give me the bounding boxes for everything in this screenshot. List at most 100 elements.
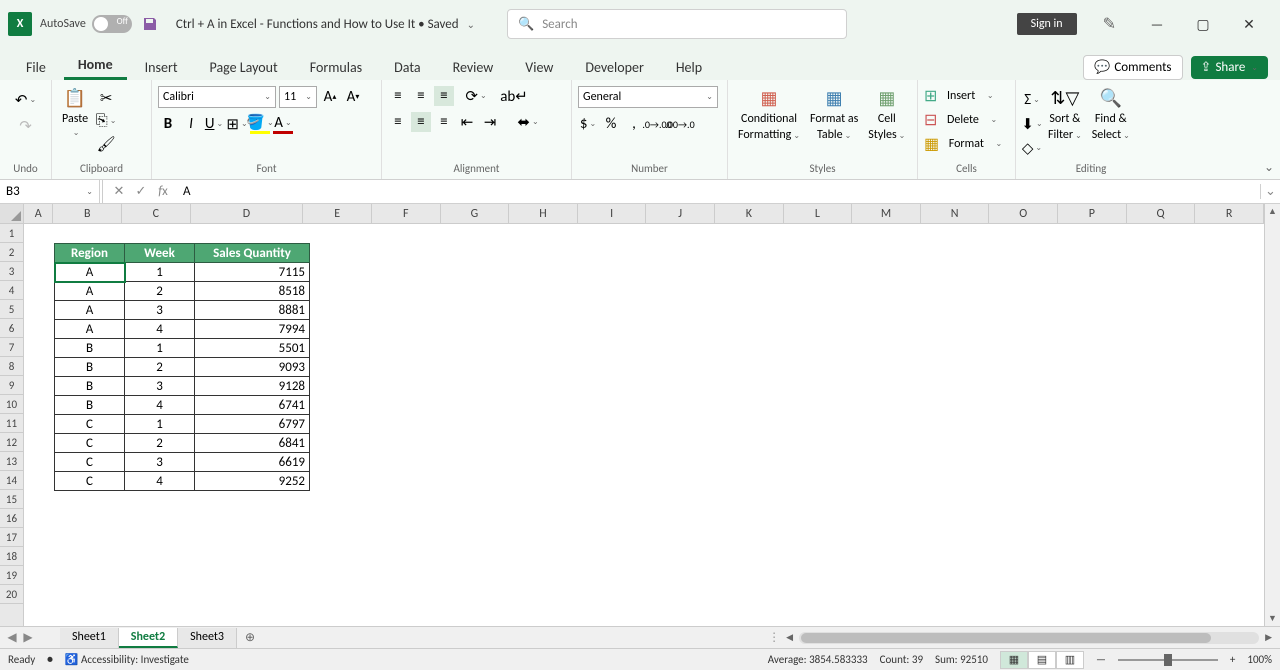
column-header[interactable]: B bbox=[53, 204, 122, 223]
italic-button[interactable]: I bbox=[181, 114, 201, 134]
row-header[interactable]: 2 bbox=[0, 243, 23, 262]
sort-filter-button[interactable]: ⇅▽ Sort & Filter⌄ bbox=[1044, 86, 1086, 142]
table-cell[interactable]: 5501 bbox=[195, 339, 310, 358]
table-cell[interactable]: C bbox=[55, 472, 125, 491]
table-cell[interactable]: 2 bbox=[125, 282, 195, 301]
table-cell[interactable]: B bbox=[55, 339, 125, 358]
name-box[interactable]: B3⌄ bbox=[0, 180, 100, 203]
column-header[interactable]: N bbox=[921, 204, 990, 223]
minimize-button[interactable]: — bbox=[1134, 8, 1180, 40]
share-button[interactable]: ⇪ Share ⌄ bbox=[1191, 56, 1268, 79]
tab-view[interactable]: View bbox=[511, 53, 567, 80]
row-header[interactable]: 1 bbox=[0, 224, 23, 243]
table-cell[interactable]: 9128 bbox=[195, 377, 310, 396]
table-cell[interactable]: 8881 bbox=[195, 301, 310, 320]
table-cell[interactable]: 1 bbox=[125, 415, 195, 434]
format-cells-button[interactable]: ▦ Format ⌄ bbox=[924, 134, 1002, 154]
undo-button[interactable]: ↶⌄ bbox=[16, 90, 36, 110]
hscroll-handle-icon[interactable]: ⋮ bbox=[768, 630, 780, 645]
clear-button[interactable]: ◇⌄ bbox=[1022, 138, 1042, 158]
table-cell[interactable]: 6619 bbox=[195, 453, 310, 472]
scroll-up-icon[interactable]: ▲ bbox=[1266, 204, 1279, 219]
table-cell[interactable]: 2 bbox=[125, 358, 195, 377]
zoom-out-button[interactable]: — bbox=[1096, 653, 1106, 666]
column-header[interactable]: F bbox=[372, 204, 441, 223]
signin-button[interactable]: Sign in bbox=[1017, 13, 1077, 35]
tab-data[interactable]: Data bbox=[380, 53, 434, 80]
tab-review[interactable]: Review bbox=[439, 53, 508, 80]
column-header[interactable]: M bbox=[852, 204, 921, 223]
table-cell[interactable]: 7994 bbox=[195, 320, 310, 339]
column-header[interactable]: L bbox=[784, 204, 853, 223]
increase-decimal-button[interactable]: .0→.00 bbox=[647, 114, 667, 134]
row-header[interactable]: 9 bbox=[0, 376, 23, 395]
scroll-down-icon[interactable]: ▼ bbox=[1266, 611, 1279, 626]
fill-color-button[interactable]: 🪣⌄ bbox=[250, 114, 270, 134]
sheet-nav-next-button[interactable]: ▶ bbox=[23, 630, 32, 645]
row-header[interactable]: 15 bbox=[0, 490, 23, 509]
hscroll-left-button[interactable]: ◀ bbox=[784, 630, 795, 645]
row-header[interactable]: 19 bbox=[0, 566, 23, 585]
sheet-tab[interactable]: Sheet2 bbox=[119, 628, 178, 648]
row-header[interactable]: 16 bbox=[0, 509, 23, 528]
row-header[interactable]: 11 bbox=[0, 414, 23, 433]
close-button[interactable]: ✕ bbox=[1226, 8, 1272, 40]
tab-home[interactable]: Home bbox=[64, 50, 127, 80]
table-cell[interactable]: 4 bbox=[125, 396, 195, 415]
column-header[interactable]: H bbox=[509, 204, 578, 223]
collapse-ribbon-button[interactable]: ⌄ bbox=[1264, 160, 1274, 175]
row-header[interactable]: 7 bbox=[0, 338, 23, 357]
page-layout-view-button[interactable]: ▤ bbox=[1028, 651, 1056, 669]
row-header[interactable]: 8 bbox=[0, 357, 23, 376]
row-header[interactable]: 5 bbox=[0, 300, 23, 319]
page-break-view-button[interactable]: ▥ bbox=[1056, 651, 1084, 669]
table-cell[interactable]: A bbox=[55, 320, 125, 339]
add-sheet-button[interactable]: ⊕ bbox=[237, 630, 263, 645]
column-header[interactable]: O bbox=[989, 204, 1058, 223]
table-cell[interactable]: 3 bbox=[125, 301, 195, 320]
column-header[interactable]: I bbox=[578, 204, 647, 223]
merge-button[interactable]: ⬌⌄ bbox=[518, 112, 538, 132]
coming-soon-icon[interactable]: ✎ bbox=[1093, 14, 1126, 34]
tab-help[interactable]: Help bbox=[662, 53, 716, 80]
table-cell[interactable]: B bbox=[55, 358, 125, 377]
decrease-decimal-button[interactable]: .00→.0 bbox=[670, 114, 690, 134]
orientation-button[interactable]: ⟳⌄ bbox=[466, 86, 486, 106]
underline-button[interactable]: U⌄ bbox=[204, 114, 224, 134]
maximize-button[interactable]: ▢ bbox=[1180, 8, 1226, 40]
comments-button[interactable]: 💬 Comments bbox=[1083, 55, 1182, 80]
horizontal-scrollbar[interactable] bbox=[799, 632, 1259, 644]
font-name-select[interactable]: Calibri⌄ bbox=[158, 86, 276, 108]
save-icon[interactable] bbox=[140, 14, 160, 34]
increase-indent-button[interactable]: ⇥ bbox=[480, 112, 500, 132]
row-header[interactable]: 18 bbox=[0, 547, 23, 566]
formula-input[interactable]: A bbox=[177, 184, 1260, 199]
wrap-text-button[interactable]: ab↵ bbox=[504, 86, 524, 106]
table-cell[interactable]: C bbox=[55, 415, 125, 434]
fill-button[interactable]: ⬇⌄ bbox=[1022, 114, 1042, 134]
table-cell[interactable]: 9252 bbox=[195, 472, 310, 491]
row-header[interactable]: 4 bbox=[0, 281, 23, 300]
zoom-slider[interactable] bbox=[1118, 659, 1218, 661]
sheet-tab[interactable]: Sheet3 bbox=[178, 628, 237, 648]
align-top-button[interactable]: ≡ bbox=[388, 86, 408, 106]
table-cell[interactable]: B bbox=[55, 396, 125, 415]
macro-record-icon[interactable]: ⏺ bbox=[47, 653, 53, 667]
select-all-button[interactable] bbox=[0, 204, 23, 224]
expand-formula-bar-button[interactable]: ⌄ bbox=[1260, 184, 1280, 199]
autosum-button[interactable]: Σ⌄ bbox=[1022, 90, 1042, 110]
align-center-button[interactable]: ≡ bbox=[411, 112, 431, 132]
row-header[interactable]: 3 bbox=[0, 262, 23, 281]
table-cell[interactable]: 6741 bbox=[195, 396, 310, 415]
row-header[interactable]: 20 bbox=[0, 585, 23, 604]
table-cell[interactable]: B bbox=[55, 377, 125, 396]
insert-cells-button[interactable]: ⊞ Insert ⌄ bbox=[924, 86, 994, 106]
align-left-button[interactable]: ≡ bbox=[388, 112, 408, 132]
column-header[interactable]: E bbox=[303, 204, 372, 223]
row-header[interactable]: 10 bbox=[0, 395, 23, 414]
zoom-level[interactable]: 100% bbox=[1247, 653, 1272, 666]
title-dropdown-icon[interactable]: ⌄ bbox=[467, 18, 475, 31]
decrease-indent-button[interactable]: ⇤ bbox=[457, 112, 477, 132]
table-cell[interactable]: 6841 bbox=[195, 434, 310, 453]
percent-button[interactable]: % bbox=[601, 114, 621, 134]
